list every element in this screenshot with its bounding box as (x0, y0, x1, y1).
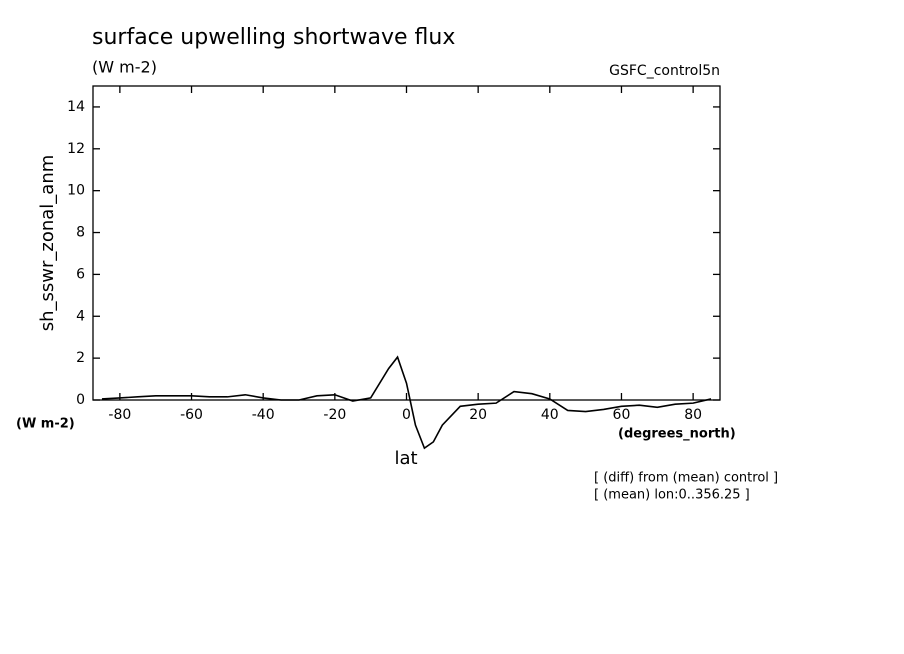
plot-frame (92, 85, 721, 401)
x-tick-label: 80 (684, 407, 702, 423)
chart-title: surface upwelling shortwave flux (92, 25, 455, 50)
x-tick-label: -20 (323, 407, 346, 423)
note: [ (diff) from (mean) control ] (594, 471, 778, 486)
x-tick-label: 20 (469, 407, 487, 423)
x-tick-label: 40 (541, 407, 559, 423)
y-tick-label: 2 (76, 350, 85, 366)
data-line (101, 355, 712, 450)
x-axis-label: lat (394, 448, 417, 469)
units: (W m-2) (92, 58, 157, 77)
y-tick-label: 14 (67, 99, 85, 115)
x-tick-label: -80 (108, 407, 131, 423)
note: [ (mean) lon:0..356.25 ] (594, 488, 750, 503)
x-tick-label: 0 (402, 407, 411, 423)
x-tick-label: -40 (252, 407, 275, 423)
y-tick-label: 0 (76, 392, 85, 408)
y-tick-label: 4 (76, 308, 85, 324)
y-tick-label: 6 (76, 266, 85, 282)
y-units: (W m-2) (16, 417, 75, 432)
x-units: (degrees_north) (618, 427, 736, 442)
y-tick-label: 8 (76, 225, 85, 241)
x-tick-label: 60 (613, 407, 631, 423)
y-tick-label: 10 (67, 183, 85, 199)
x-tick-label: -60 (180, 407, 203, 423)
y-tick-label: 12 (67, 141, 85, 157)
y-axis-label: sh_sswr_zonal_anm (37, 155, 58, 332)
run-label: GSFC_control5n (609, 63, 720, 79)
